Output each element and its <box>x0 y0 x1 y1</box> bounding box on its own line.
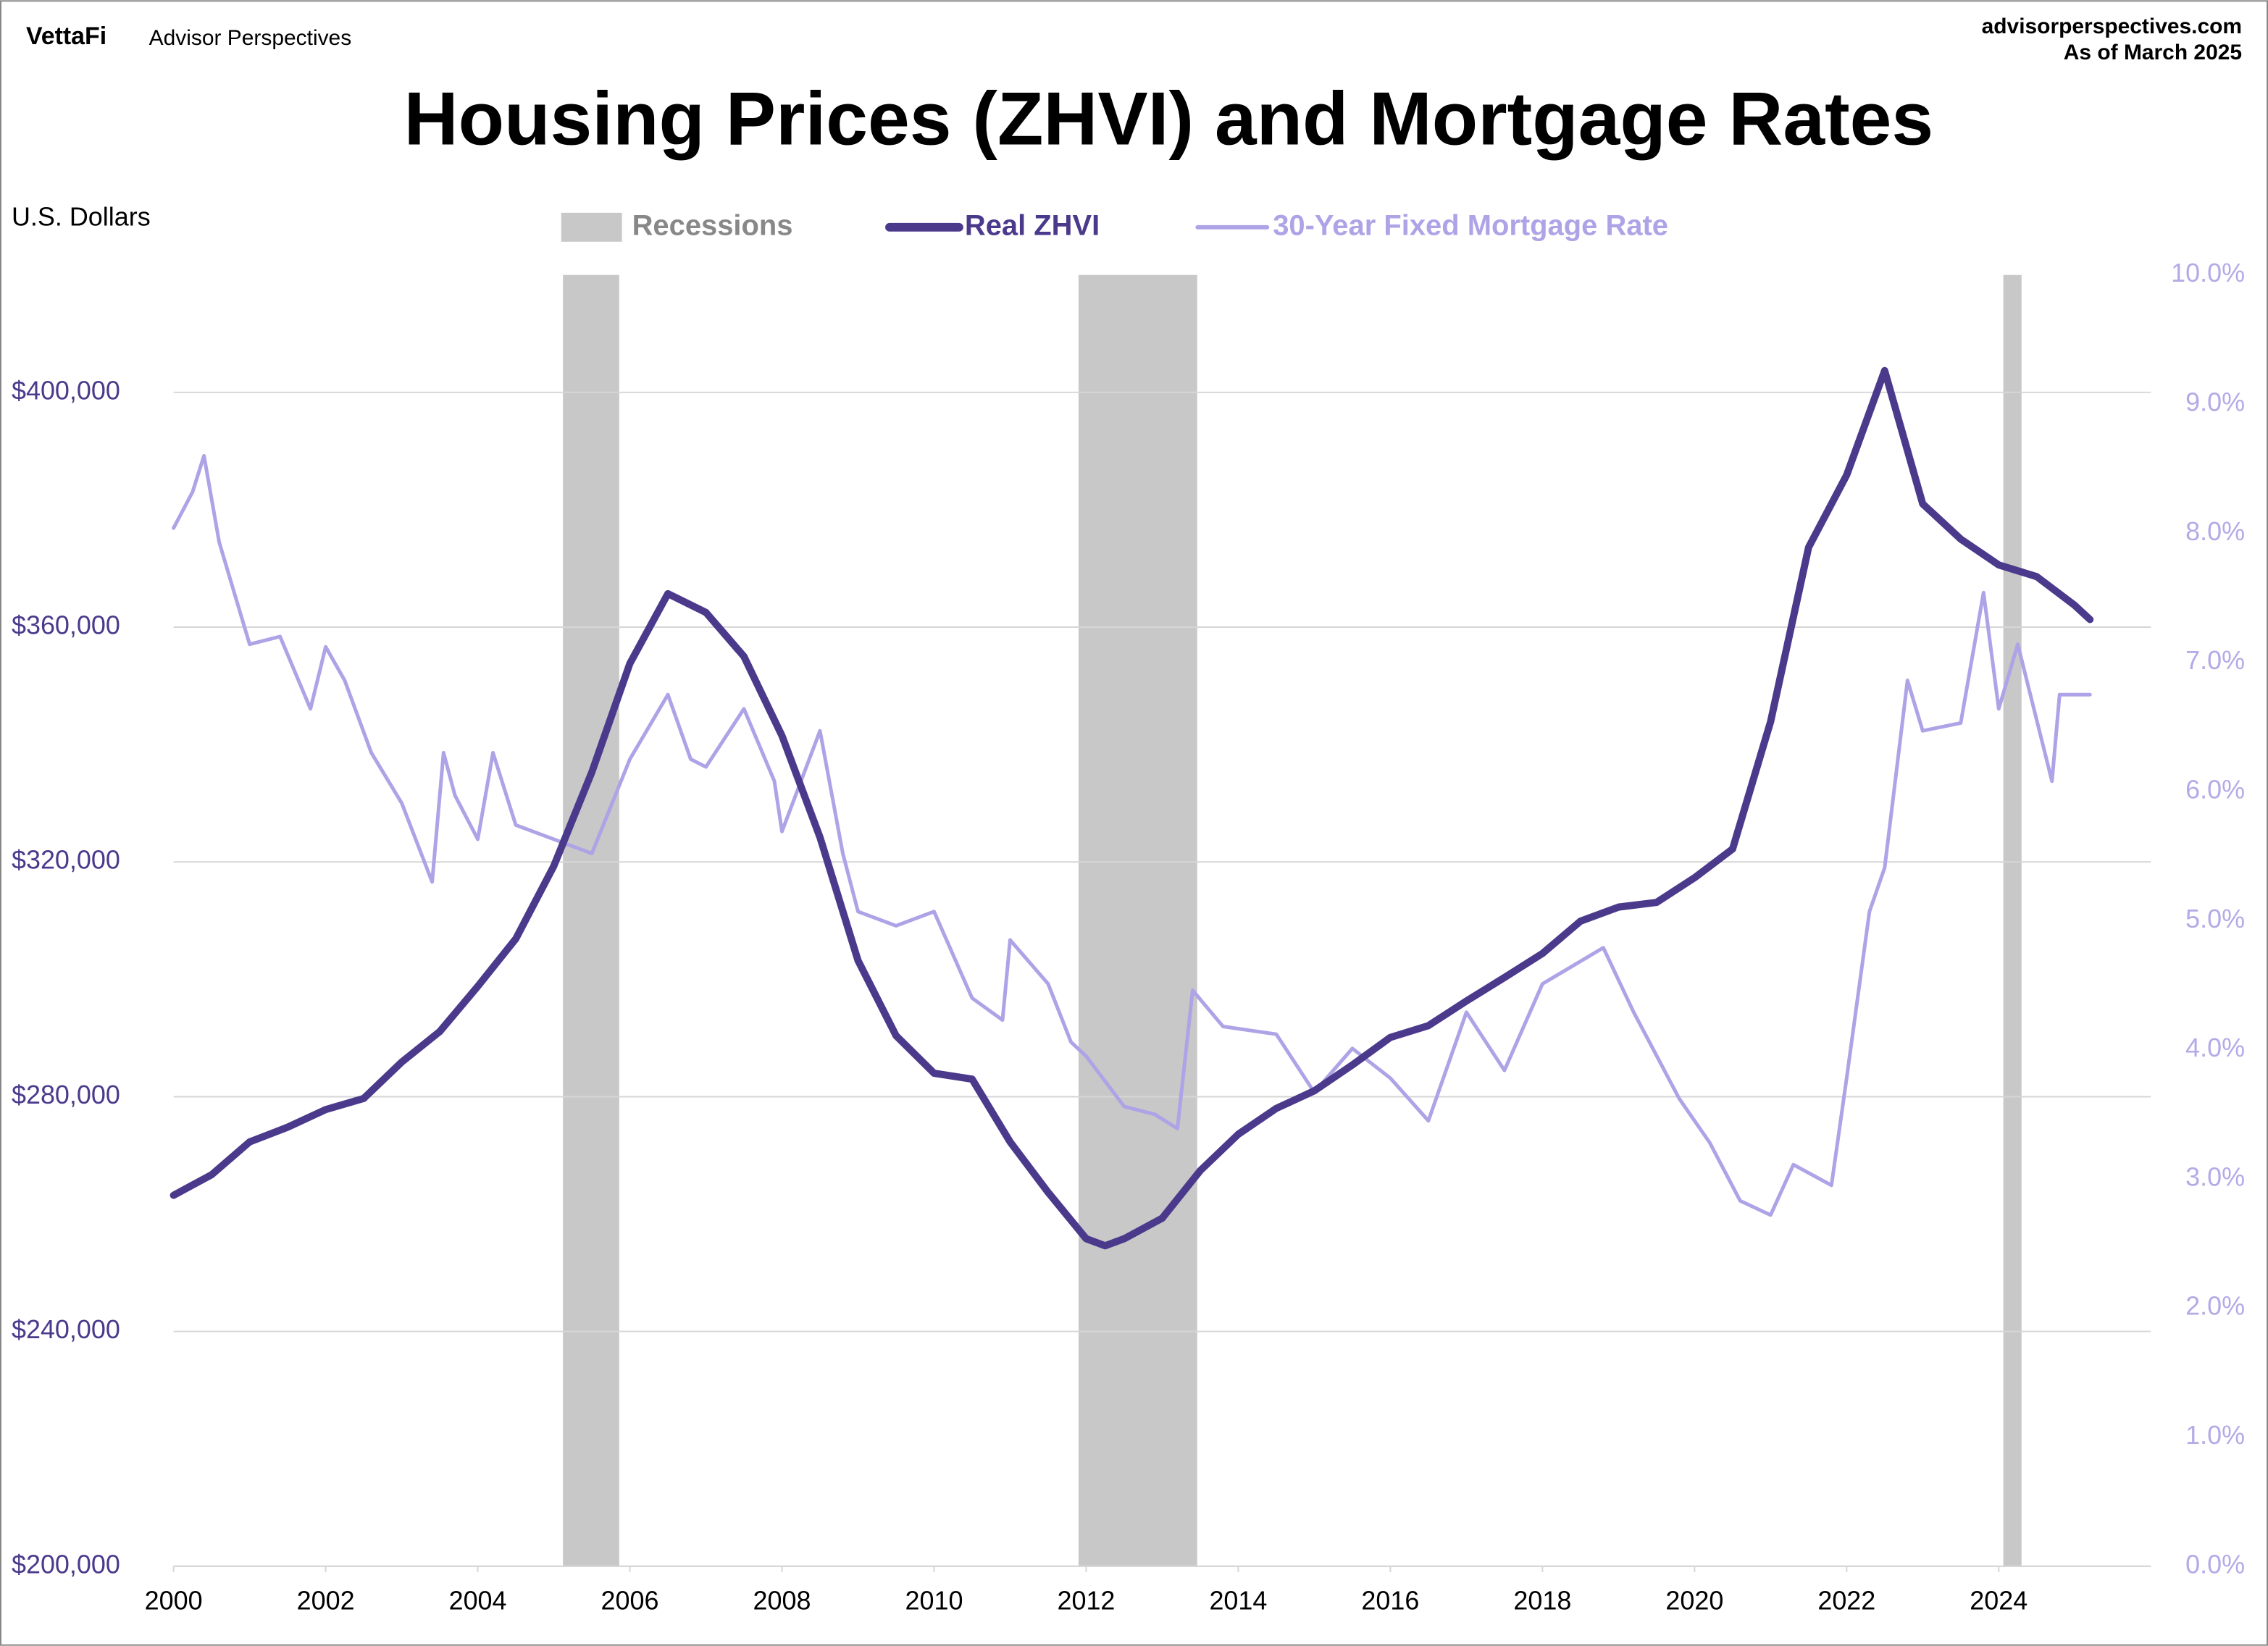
legend-label: 30-Year Fixed Mortgage Rate <box>1273 209 1668 241</box>
source: advisorperspectives.com <box>1982 14 2242 38</box>
y2-tick-label: 8.0% <box>2185 516 2245 546</box>
date-note: As of March 2025 <box>2064 41 2242 64</box>
x-tick-label: 2002 <box>297 1585 355 1615</box>
x-tick-label: 2008 <box>753 1585 811 1615</box>
y-tick-label: $200,000 <box>12 1549 120 1579</box>
x-tick-label: 2000 <box>145 1585 203 1615</box>
recession-band <box>1078 274 1197 1566</box>
y-tick-label: $280,000 <box>12 1080 120 1109</box>
x-tick-label: 2024 <box>1970 1585 2028 1615</box>
legend-swatch <box>561 212 622 242</box>
recession-band <box>563 274 619 1566</box>
brand-sub: Advisor Perspectives <box>149 26 352 50</box>
y2-tick-label: 5.0% <box>2185 904 2245 933</box>
y-tick-label: $360,000 <box>12 610 120 640</box>
y2-tick-label: 10.0% <box>2171 258 2245 287</box>
y-tick-label: $400,000 <box>12 375 120 405</box>
x-tick-label: 2006 <box>601 1585 659 1615</box>
y2-tick-label: 6.0% <box>2185 774 2245 804</box>
x-tick-label: 2004 <box>449 1585 507 1615</box>
x-tick-label: 2012 <box>1057 1585 1115 1615</box>
y2-tick-label: 7.0% <box>2185 645 2245 675</box>
y-axis-label: U.S. Dollars <box>12 201 151 231</box>
series-line <box>170 366 2094 1250</box>
x-tick-label: 2022 <box>1817 1585 1875 1615</box>
x-tick-label: 2014 <box>1209 1585 1267 1615</box>
x-tick-label: 2010 <box>905 1585 963 1615</box>
y2-tick-label: 9.0% <box>2185 387 2245 417</box>
y-tick-label: $240,000 <box>12 1314 120 1344</box>
y2-tick-label: 0.0% <box>2185 1549 2245 1579</box>
y-tick-label: $320,000 <box>12 845 120 875</box>
y2-tick-label: 2.0% <box>2185 1291 2245 1321</box>
recession-band <box>2003 274 2022 1566</box>
legend-label: Real ZHVI <box>965 209 1100 241</box>
x-tick-label: 2018 <box>1513 1585 1571 1615</box>
x-tick-label: 2016 <box>1361 1585 1419 1615</box>
y2-tick-label: 1.0% <box>2185 1420 2245 1450</box>
y2-tick-label: 3.0% <box>2185 1162 2245 1191</box>
series-line <box>172 453 2092 1217</box>
brand: VettaFi <box>26 22 106 50</box>
legend-label: Recessions <box>632 209 793 241</box>
chart-title: Housing Prices (ZHVI) and Mortgage Rates <box>404 77 1934 161</box>
y2-tick-label: 4.0% <box>2185 1033 2245 1062</box>
x-tick-label: 2020 <box>1665 1585 1723 1615</box>
